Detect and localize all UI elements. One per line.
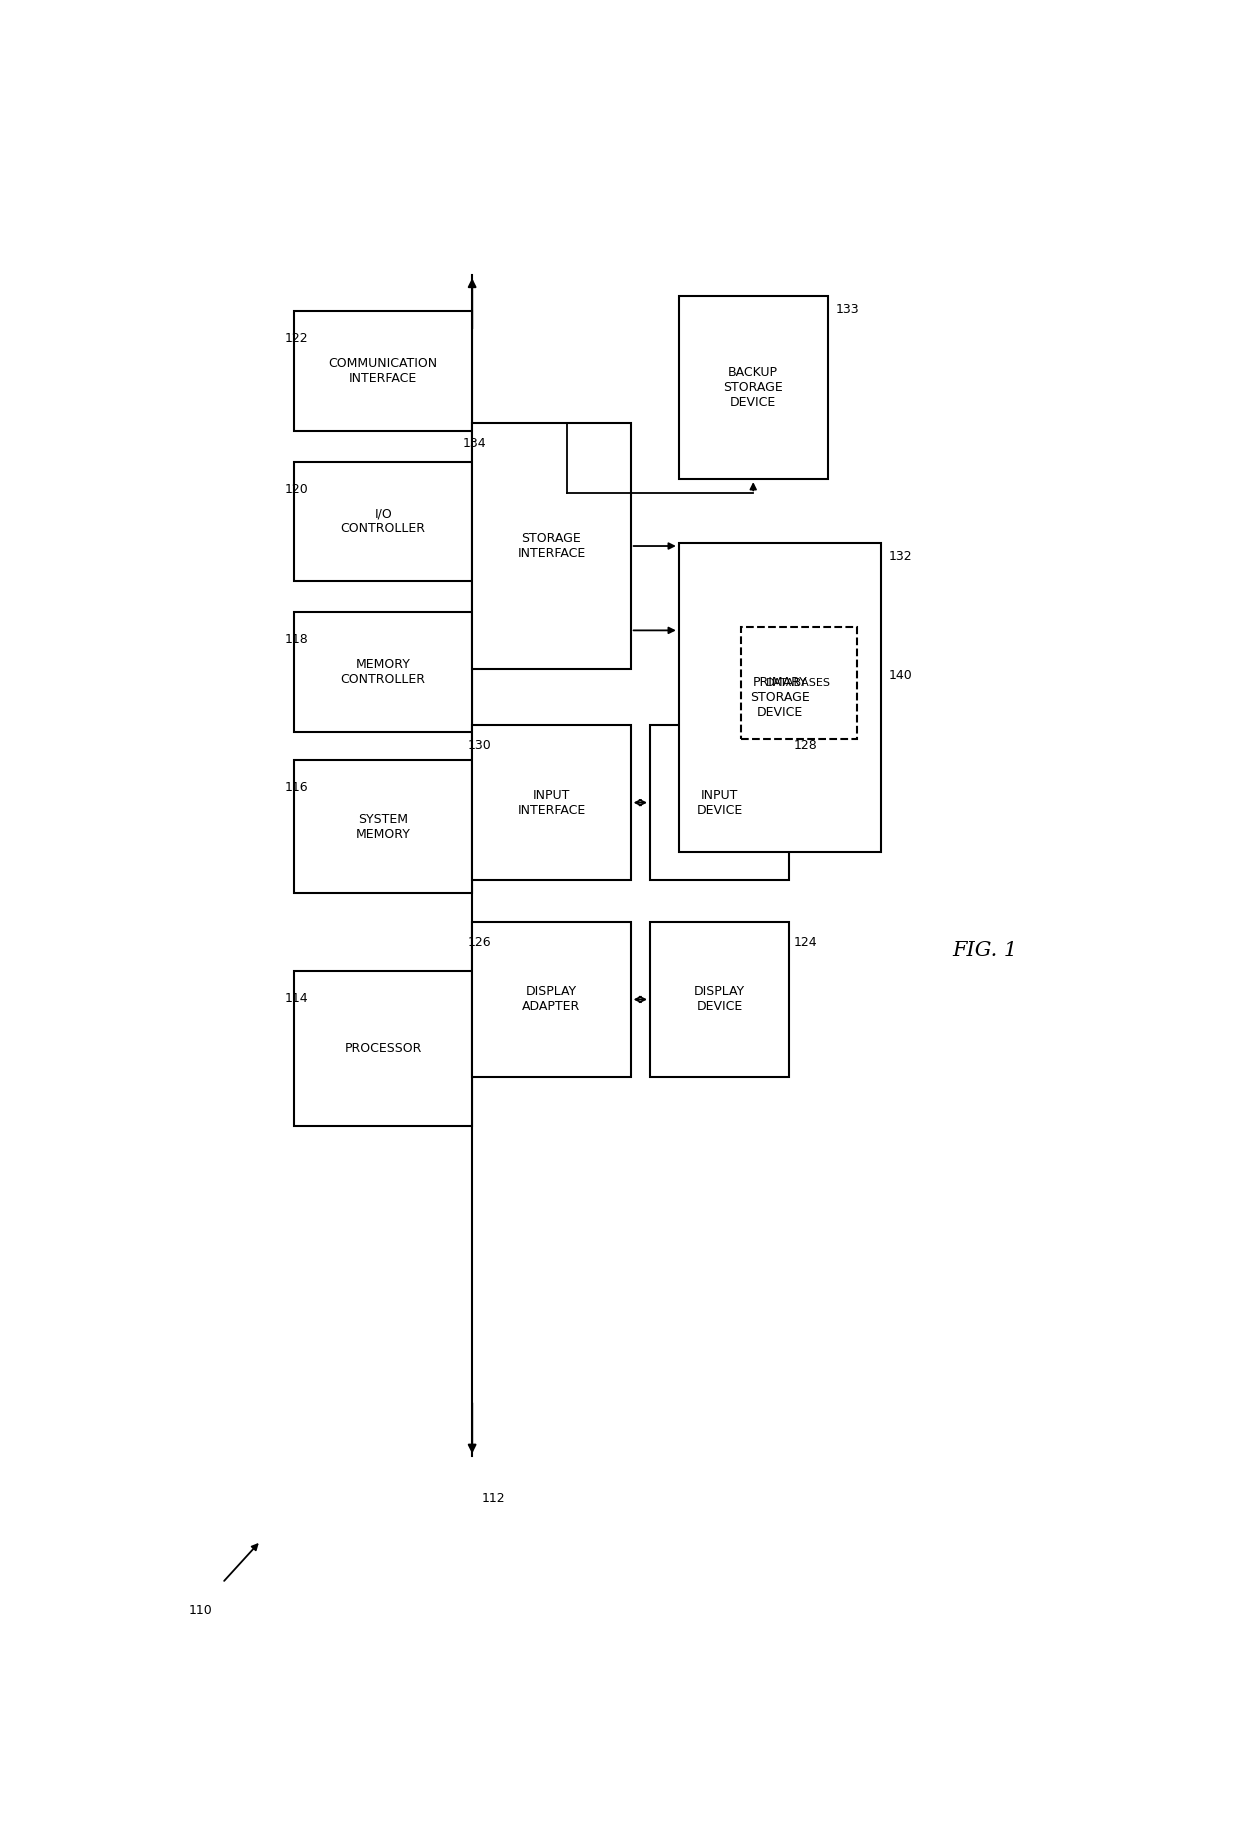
Bar bbox=[472, 922, 631, 1077]
Text: COMMUNICATION
INTERFACE: COMMUNICATION INTERFACE bbox=[329, 356, 438, 385]
Text: PRIMARY
STORAGE
DEVICE: PRIMARY STORAGE DEVICE bbox=[750, 676, 810, 719]
Bar bbox=[294, 612, 472, 732]
Text: 110: 110 bbox=[188, 1603, 212, 1618]
Text: STORAGE
INTERFACE: STORAGE INTERFACE bbox=[517, 531, 585, 561]
Text: 128: 128 bbox=[794, 740, 818, 752]
Text: 122: 122 bbox=[285, 332, 309, 345]
Bar bbox=[294, 310, 472, 431]
Bar bbox=[650, 725, 789, 880]
Bar bbox=[678, 542, 880, 853]
Text: FIG. 1: FIG. 1 bbox=[952, 940, 1018, 960]
Text: INPUT
INTERFACE: INPUT INTERFACE bbox=[517, 789, 585, 816]
Bar bbox=[650, 922, 789, 1077]
Text: 130: 130 bbox=[467, 740, 491, 752]
Bar bbox=[294, 462, 472, 581]
Text: DISPLAY
DEVICE: DISPLAY DEVICE bbox=[694, 986, 745, 1013]
Text: 134: 134 bbox=[463, 436, 486, 449]
Text: BACKUP
STORAGE
DEVICE: BACKUP STORAGE DEVICE bbox=[723, 367, 784, 409]
Text: PROCESSOR: PROCESSOR bbox=[345, 1043, 422, 1055]
Bar bbox=[678, 296, 828, 478]
Text: 120: 120 bbox=[285, 482, 309, 495]
Text: DATABASES: DATABASES bbox=[766, 677, 831, 688]
Text: 118: 118 bbox=[285, 634, 309, 646]
Bar bbox=[742, 626, 857, 740]
Bar bbox=[472, 725, 631, 880]
Text: 132: 132 bbox=[888, 550, 911, 562]
Text: 126: 126 bbox=[467, 937, 491, 950]
Text: 140: 140 bbox=[888, 668, 911, 683]
Text: 114: 114 bbox=[285, 993, 309, 1006]
Text: MEMORY
CONTROLLER: MEMORY CONTROLLER bbox=[341, 657, 425, 687]
Bar bbox=[472, 424, 631, 668]
Text: 116: 116 bbox=[285, 782, 309, 794]
Text: SYSTEM
MEMORY: SYSTEM MEMORY bbox=[356, 813, 410, 840]
Text: I/O
CONTROLLER: I/O CONTROLLER bbox=[341, 508, 425, 535]
Text: 133: 133 bbox=[836, 303, 859, 316]
Bar bbox=[294, 971, 472, 1127]
Text: INPUT
DEVICE: INPUT DEVICE bbox=[697, 789, 743, 816]
Text: 112: 112 bbox=[481, 1492, 506, 1505]
Bar bbox=[294, 760, 472, 893]
Text: DISPLAY
ADAPTER: DISPLAY ADAPTER bbox=[522, 986, 580, 1013]
Text: 124: 124 bbox=[794, 937, 817, 950]
